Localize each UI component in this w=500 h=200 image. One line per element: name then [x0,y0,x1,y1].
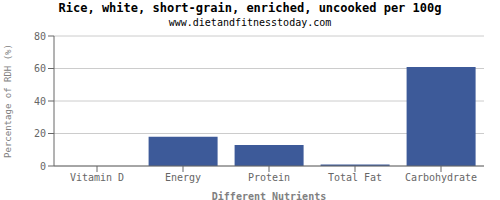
html-text:www.dietandfitnesstoday.com: www.dietandfitnesstoday.com [168,17,332,28]
svg-text:Vitamin D: Vitamin D [70,172,124,183]
svg-text:Different Nutrients: Different Nutrients [212,191,326,200]
svg-text:Total Fat: Total Fat [328,172,382,183]
svg-text:Carbohydrate: Carbohydrate [405,172,477,183]
svg-text:Protein: Protein [248,172,290,183]
html-text:Rice, white, short-grain, enri: Rice, white, short-grain, enriched, unco… [58,1,442,15]
svg-text:Energy: Energy [165,172,201,183]
svg-text:40: 40 [34,96,46,107]
svg-text:20: 20 [34,128,46,139]
svg-text:60: 60 [34,63,46,74]
svg-text:80: 80 [34,31,46,42]
svg-text:0: 0 [40,161,46,172]
svg-text:Percentage of RDH (%): Percentage of RDH (%) [8,44,13,158]
